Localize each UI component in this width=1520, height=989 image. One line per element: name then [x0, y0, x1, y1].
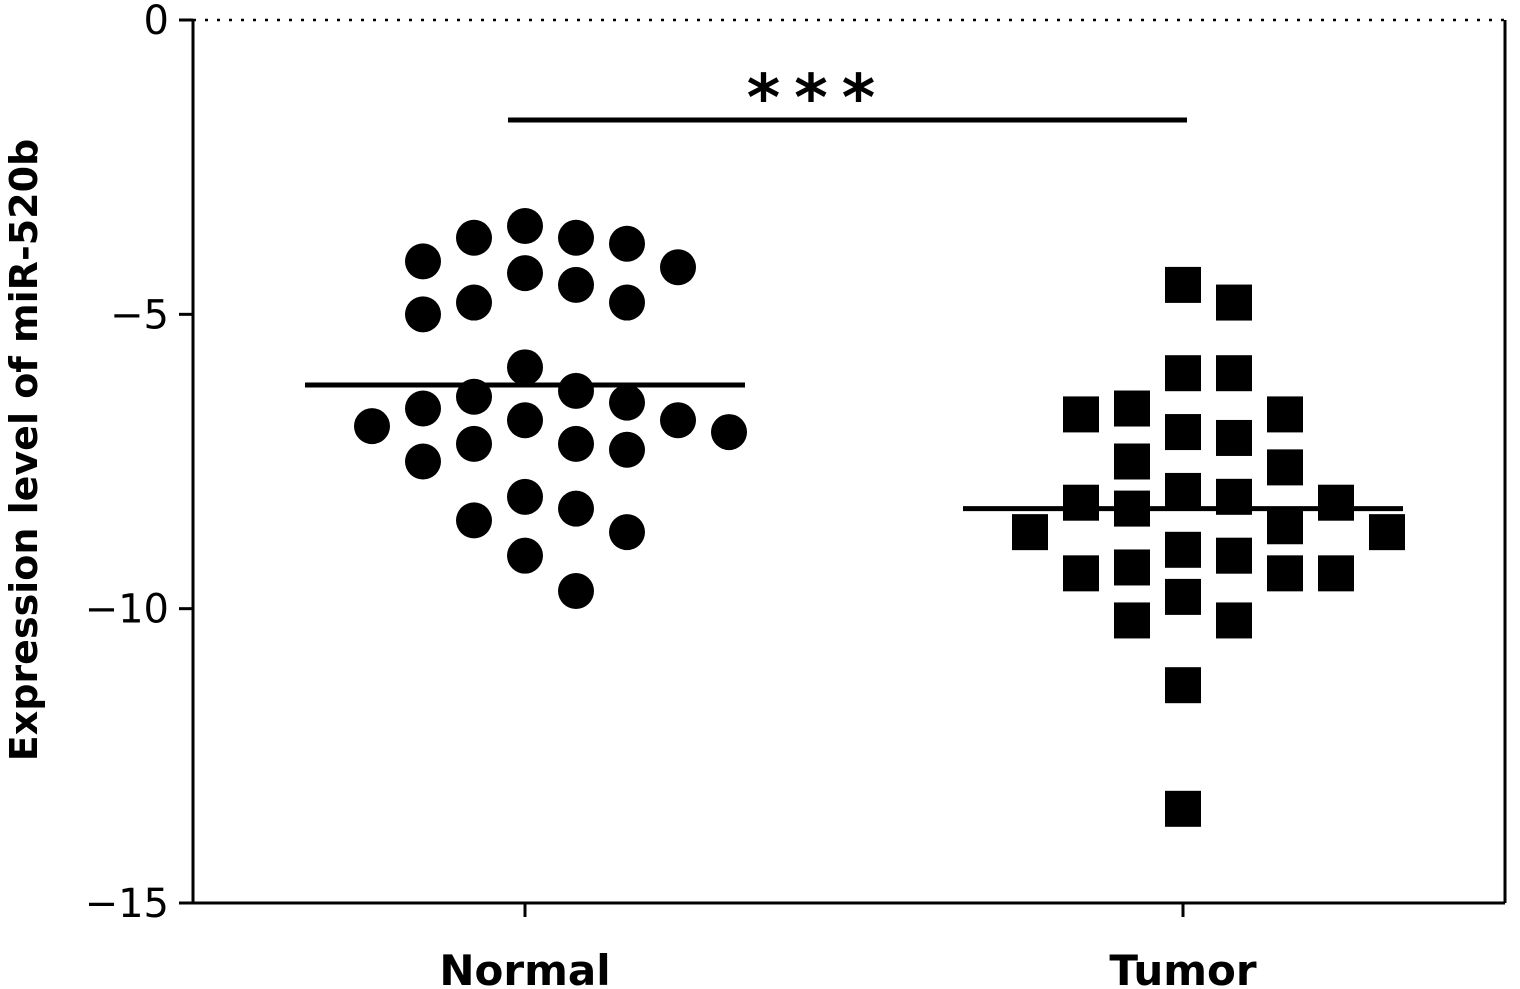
y-tick-label: −5 — [110, 292, 169, 338]
y-tick-label: −10 — [85, 587, 169, 633]
tumor-data-point — [1165, 355, 1201, 392]
tumor-data-point — [1165, 578, 1201, 615]
normal-data-point — [507, 208, 543, 245]
y-axis-ticks: 0 −5 −10 −15 — [85, 0, 193, 927]
mean-lines — [305, 382, 1403, 512]
x-category-label: Normal — [439, 946, 610, 989]
tumor-data-point — [1012, 514, 1048, 551]
normal-data-point — [558, 490, 594, 527]
tumor-data-point — [1216, 602, 1252, 639]
tumor-data-point — [1267, 508, 1303, 545]
tumor-data-point — [1114, 549, 1150, 586]
significance-stars: *** — [747, 62, 889, 136]
normal-data-point — [558, 573, 594, 610]
normal-data-point — [609, 384, 645, 421]
tumor-data-point — [1369, 514, 1405, 551]
tumor-data-point — [1216, 537, 1252, 574]
normal-data-point — [558, 425, 594, 462]
normal-data-point — [507, 478, 543, 515]
tumor-data-point — [1165, 472, 1201, 509]
tumor-data-point — [1267, 449, 1303, 486]
normal-data-point — [660, 402, 696, 439]
tumor-data-point — [1063, 555, 1099, 592]
normal-data-point — [456, 425, 492, 462]
normal-data-point — [456, 378, 492, 415]
tumor-data-point — [1063, 484, 1099, 521]
tumor-data-point — [1165, 790, 1201, 827]
normal-data-point — [456, 284, 492, 321]
normal-data-point — [609, 514, 645, 551]
normal-data-point — [507, 537, 543, 574]
normal-data-point — [558, 372, 594, 409]
normal-data-point — [660, 249, 696, 286]
y-tick-label: 0 — [144, 0, 169, 44]
tumor-data-point — [1114, 443, 1150, 480]
tumor-data-point — [1267, 396, 1303, 433]
normal-data-point — [609, 284, 645, 321]
normal-data-point — [711, 414, 747, 451]
normal-data-point — [609, 225, 645, 262]
significance-annotation: *** — [508, 62, 1187, 136]
normal-data-point — [456, 219, 492, 256]
normal-data-point — [609, 431, 645, 468]
plot-frame — [191, 20, 1507, 905]
normal-data-point — [405, 390, 441, 427]
tumor-data-point — [1165, 414, 1201, 451]
data-points — [354, 208, 1405, 827]
normal-data-point — [507, 255, 543, 292]
tumor-data-point — [1216, 419, 1252, 456]
tumor-data-point — [1216, 355, 1252, 392]
tumor-data-point — [1165, 667, 1201, 704]
normal-data-point — [558, 266, 594, 303]
tumor-data-point — [1165, 531, 1201, 568]
tumor-data-point — [1063, 396, 1099, 433]
normal-data-point — [405, 243, 441, 280]
tumor-data-point — [1114, 602, 1150, 639]
normal-data-point — [354, 408, 390, 445]
tumor-data-point — [1165, 266, 1201, 303]
tumor-data-point — [1216, 284, 1252, 321]
normal-data-point — [507, 349, 543, 386]
y-axis-label: Expression level of miR-520b — [2, 139, 46, 761]
tumor-data-point — [1318, 484, 1354, 521]
x-axis-ticks: Normal Tumor — [439, 903, 1257, 989]
tumor-data-point — [1267, 555, 1303, 592]
normal-data-point — [507, 402, 543, 439]
tumor-data-point — [1318, 555, 1354, 592]
normal-data-point — [405, 443, 441, 480]
normal-data-point — [558, 219, 594, 256]
y-tick-label: −15 — [85, 881, 169, 927]
normal-data-point — [405, 296, 441, 333]
normal-data-point — [456, 502, 492, 539]
tumor-data-point — [1114, 390, 1150, 427]
x-category-label: Tumor — [1109, 946, 1257, 989]
